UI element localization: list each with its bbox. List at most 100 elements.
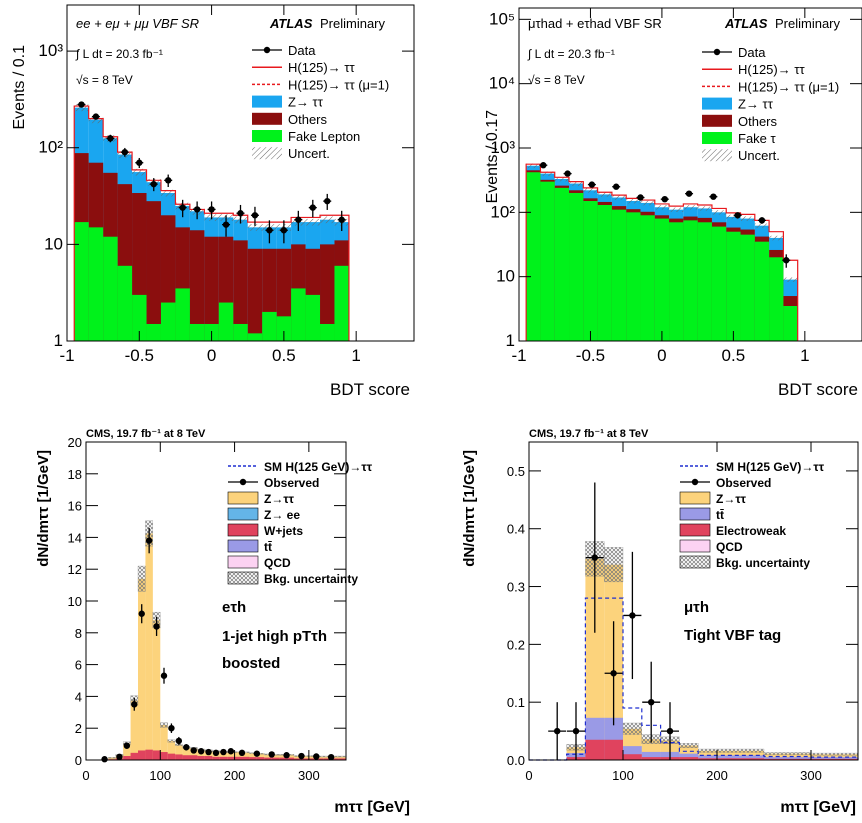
legend-label: tt̄	[264, 540, 272, 554]
bar-electroweak	[764, 758, 811, 760]
x-tick-label: 200	[224, 768, 246, 783]
data-point	[136, 159, 143, 166]
legend-label: Bkg. uncertainty	[264, 572, 358, 586]
data-point	[165, 177, 172, 184]
uncertainty-band	[167, 739, 176, 743]
x-tick-label: 0	[525, 768, 532, 783]
legend-swatch	[679, 539, 711, 553]
bar-others	[320, 244, 335, 341]
energy-label: √s = 8 TeV	[528, 73, 585, 87]
legend-label: Z→ττ	[264, 492, 295, 506]
bar-fake-lepton	[233, 323, 248, 341]
y-axis-label: Events / 0.1	[11, 45, 28, 130]
bar-z-	[145, 533, 153, 760]
bar-z-	[279, 754, 287, 760]
subcategory-label: boosted	[222, 655, 280, 672]
y-tick-label: 1	[506, 331, 515, 350]
legend-marker	[691, 478, 699, 486]
bar-fake-	[726, 231, 741, 341]
bar-fake-lepton	[276, 316, 292, 341]
legend-label: H(125)→ ττ	[738, 62, 805, 77]
data-point	[131, 701, 138, 708]
bar-fake-lepton	[175, 288, 190, 341]
data-point	[220, 748, 227, 756]
channel-label: μτhad + eτhad VBF SR	[528, 16, 662, 31]
bar-z-	[585, 558, 605, 760]
cms-header: CMS, 19.7 fb⁻¹ at 8 TeV	[529, 428, 649, 440]
data-point	[197, 748, 205, 755]
bar-fake-	[611, 209, 627, 341]
channel-label: ee + eμ + μμ VBF SR	[76, 16, 199, 31]
data-point	[121, 148, 129, 156]
y-tick-label: 10	[68, 594, 82, 609]
bar-tt-	[641, 751, 661, 760]
bar-fake-lepton	[305, 294, 321, 341]
bar-electroweak	[585, 739, 605, 760]
legend-label: H(125)→ ττ (μ=1)	[288, 77, 389, 92]
y-tick-label: 0.2	[507, 637, 525, 652]
legend-label: H(125)→ ττ	[288, 60, 355, 75]
legend-label: SM H(125 GeV)→ττ	[716, 460, 825, 474]
bar-w-jets	[182, 755, 190, 760]
y-tick-label: 18	[68, 467, 82, 482]
y-tick-label: 0.4	[507, 522, 525, 537]
bar-fake-lepton	[291, 288, 306, 341]
y-axis-label: dN/dmττ [1/GeV]	[461, 450, 478, 567]
data-point	[160, 672, 168, 679]
bar-z-	[219, 752, 228, 760]
data-point	[554, 727, 561, 735]
bar-z-	[130, 700, 138, 760]
bar-z-	[190, 748, 198, 760]
data-point	[238, 749, 246, 757]
uncertainty-band	[754, 223, 770, 229]
data-point	[193, 206, 201, 213]
bar-fake-lepton	[117, 265, 133, 341]
bar-z-	[308, 756, 317, 760]
bar-w-jets	[212, 756, 220, 760]
bar-fake-lepton	[334, 265, 349, 341]
x-tick-label: 200	[706, 768, 728, 783]
bar-others	[204, 236, 219, 341]
legend-label: Fake Lepton	[288, 129, 360, 144]
legend-label: H(125)→ ττ (μ=1)	[738, 79, 839, 94]
data-point	[612, 183, 620, 190]
legend-swatch	[702, 149, 732, 162]
data-point	[661, 195, 668, 203]
data-point	[758, 217, 766, 224]
legend-swatch	[227, 571, 259, 585]
bar-w-jets	[130, 752, 138, 760]
bar-z-	[175, 744, 183, 760]
plot-frame	[66, 4, 415, 342]
bar-z-	[138, 578, 146, 760]
x-tick-label: 0.5	[722, 346, 746, 365]
data-point	[637, 194, 644, 201]
data-point	[237, 210, 244, 217]
legend-swatch	[252, 112, 282, 125]
bar-w-jets	[279, 757, 287, 760]
bar-w-jets	[160, 752, 168, 760]
data-point	[150, 180, 157, 188]
data-point	[153, 623, 160, 630]
legend-label: Others	[288, 112, 328, 127]
uncertainty-band	[679, 743, 699, 749]
bar-tt-	[717, 755, 764, 760]
legend-label: Observed	[716, 476, 771, 490]
bar-z-	[338, 756, 346, 760]
bar-electroweak	[623, 754, 642, 760]
legend-swatch	[679, 507, 711, 521]
legend-swatch	[679, 555, 711, 569]
bar-fake-	[711, 226, 727, 341]
bar-tt-	[679, 753, 699, 760]
bar-fake-lepton	[320, 323, 335, 341]
bar-tt-	[764, 757, 811, 760]
legend-marker	[263, 46, 271, 54]
uncertainty-band	[338, 755, 347, 758]
legend-label: tt̄	[716, 508, 724, 522]
data-point	[92, 113, 100, 120]
bar-w-jets	[204, 756, 213, 760]
legend-label: Z→ττ	[716, 492, 747, 506]
bar-fake-lepton	[132, 294, 147, 341]
bar-tt-	[811, 757, 858, 760]
legend-marker	[713, 48, 721, 56]
